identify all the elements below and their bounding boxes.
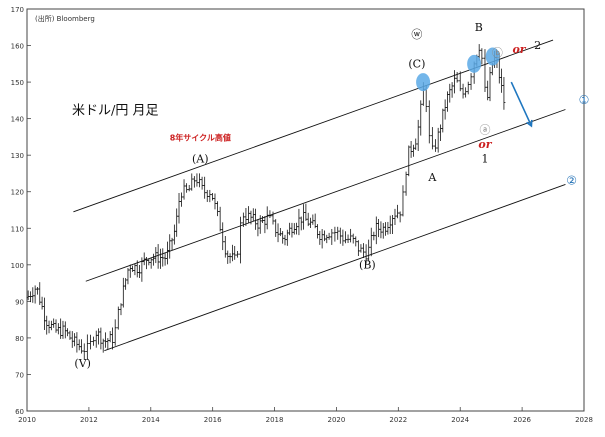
y-tick-label: 60 <box>15 408 24 416</box>
x-tick-label: 2012 <box>80 416 98 424</box>
wave-label: (V) <box>74 357 91 370</box>
y-tick-label: 150 <box>11 79 24 87</box>
highlight-marker <box>416 73 431 92</box>
highlight-marker <box>485 47 500 66</box>
wave-label: (B) <box>359 258 376 271</box>
wave-label: 2 <box>534 39 541 52</box>
y-tick-label: 70 <box>15 371 24 379</box>
source-label: (出所) Bloomberg <box>35 14 95 23</box>
or-label: or <box>478 138 492 151</box>
wave-label-grey: ⓐ <box>479 123 490 136</box>
channel-label: ② <box>566 173 577 187</box>
wave-label-grey: ⓑ <box>492 47 503 60</box>
or-label: or <box>512 43 526 56</box>
y-tick-label: 120 <box>11 189 24 197</box>
y-tick-label: 90 <box>15 298 24 306</box>
y-tick-label: 110 <box>11 225 24 233</box>
trend-line-middle <box>85 109 566 282</box>
projection-arrow-head <box>526 119 533 128</box>
y-tick-label: 160 <box>11 43 24 51</box>
x-tick-label: 2020 <box>328 416 346 424</box>
x-tick-label: 2018 <box>266 416 284 424</box>
x-tick-label: 2010 <box>18 416 36 424</box>
y-tick-label: 140 <box>11 116 24 124</box>
x-tick-label: 2022 <box>389 416 407 424</box>
y-tick-label: 170 <box>11 6 24 14</box>
x-tick-label: 2024 <box>451 416 469 424</box>
cycle-high-label: 8年サイクル高値 <box>170 133 231 143</box>
wave-label: A <box>427 171 437 184</box>
x-tick-label: 2028 <box>575 416 593 424</box>
channel-label: ① <box>579 93 590 107</box>
wave-label: ⓦ <box>411 28 422 41</box>
x-tick-label: 2026 <box>513 416 531 424</box>
y-tick-label: 130 <box>11 152 24 160</box>
y-tick-label: 100 <box>11 262 24 270</box>
chart-title: 米ドル/円 月足 <box>72 103 159 118</box>
price-bars <box>26 44 506 360</box>
wave-label: (C) <box>408 57 425 70</box>
y-tick-label: 80 <box>15 335 24 343</box>
wave-label: (A) <box>192 152 209 165</box>
projection-arrow <box>510 81 533 127</box>
x-tick-label: 2016 <box>204 416 222 424</box>
trend-line-lower <box>104 183 566 352</box>
x-tick-label: 2014 <box>142 416 160 424</box>
wave-label: B <box>475 21 483 34</box>
wave-label: 1 <box>481 152 488 165</box>
highlight-marker <box>467 54 482 73</box>
